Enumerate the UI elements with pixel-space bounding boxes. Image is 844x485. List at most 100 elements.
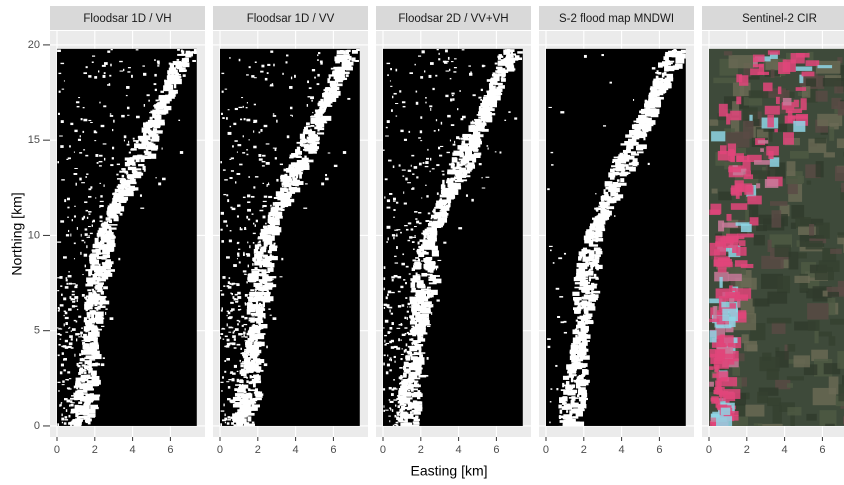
flood-speck bbox=[78, 139, 81, 141]
flood-speck bbox=[276, 120, 277, 123]
flood-patch bbox=[645, 101, 651, 103]
flood-speck bbox=[451, 172, 454, 175]
flood-patch bbox=[263, 226, 267, 229]
flood-speck bbox=[110, 207, 114, 208]
flood-speck bbox=[383, 410, 385, 412]
flood-speck bbox=[230, 417, 234, 419]
flood-speck bbox=[169, 77, 171, 78]
flood-speck bbox=[243, 135, 244, 137]
flood-patch bbox=[618, 154, 621, 158]
flood-patch bbox=[452, 152, 460, 155]
flood-patch bbox=[103, 236, 110, 239]
flood-patch bbox=[633, 158, 638, 162]
flood-speck bbox=[403, 416, 405, 418]
flood-speck bbox=[411, 321, 412, 322]
flood-patch bbox=[579, 397, 586, 401]
flood-patch bbox=[158, 96, 160, 100]
flood-speck bbox=[253, 233, 256, 234]
flood-speck bbox=[78, 409, 79, 412]
flood-patch bbox=[506, 55, 511, 58]
flood-speck bbox=[273, 64, 274, 67]
flood-speck bbox=[384, 196, 385, 198]
flood-patch bbox=[617, 179, 620, 181]
flood-speck bbox=[231, 293, 233, 295]
flood-speck bbox=[342, 78, 344, 80]
flood-speck bbox=[481, 89, 483, 91]
flood-speck bbox=[256, 263, 258, 265]
image-patch bbox=[730, 111, 741, 121]
image-patch bbox=[767, 292, 787, 304]
flood-speck bbox=[127, 107, 129, 110]
flood-speck bbox=[84, 242, 85, 244]
flood-speck bbox=[147, 94, 150, 96]
flood-patch bbox=[235, 384, 239, 386]
flood-speck bbox=[438, 58, 440, 60]
y-tick-label: 20 bbox=[28, 39, 40, 51]
flood-speck bbox=[242, 333, 243, 335]
flood-speck bbox=[64, 323, 65, 326]
flood-speck bbox=[508, 111, 510, 113]
flood-patch bbox=[503, 50, 509, 54]
flood-speck bbox=[411, 165, 412, 167]
flood-patch bbox=[93, 337, 97, 342]
flood-patch bbox=[676, 51, 685, 53]
flood-speck bbox=[248, 330, 250, 333]
flood-speck bbox=[95, 313, 98, 315]
flood-speck bbox=[235, 108, 238, 110]
image-patch bbox=[802, 72, 815, 77]
flood-speck bbox=[243, 253, 245, 256]
flood-speck bbox=[251, 360, 253, 363]
flood-patch bbox=[327, 78, 330, 83]
image-patch bbox=[732, 243, 738, 253]
flood-speck bbox=[426, 220, 429, 222]
flood-speck bbox=[384, 266, 386, 269]
flood-speck bbox=[176, 79, 178, 80]
flood-speck bbox=[547, 338, 551, 340]
flood-speck bbox=[242, 418, 246, 419]
flood-speck bbox=[116, 174, 118, 176]
flood-speck bbox=[223, 220, 227, 222]
flood-speck bbox=[383, 327, 384, 328]
flood-speck bbox=[59, 136, 63, 137]
flood-patch bbox=[418, 308, 427, 312]
flood-patch bbox=[170, 85, 173, 90]
flood-speck bbox=[388, 160, 392, 162]
flood-patch bbox=[117, 197, 126, 199]
flood-speck bbox=[462, 116, 466, 119]
flood-speck bbox=[560, 111, 564, 113]
strip-label: Sentinel-2 CIR bbox=[742, 13, 817, 25]
flood-speck bbox=[110, 164, 113, 166]
flood-patch bbox=[589, 297, 596, 300]
flood-speck bbox=[65, 332, 68, 333]
flood-speck bbox=[394, 356, 396, 358]
image-patch bbox=[767, 115, 774, 128]
flood-speck bbox=[409, 315, 411, 318]
image-patch bbox=[719, 387, 725, 397]
flood-speck bbox=[87, 356, 90, 357]
facet: S-2 flood map MNDWI0246 bbox=[539, 6, 694, 456]
flood-patch bbox=[337, 55, 346, 59]
flood-speck bbox=[149, 112, 150, 113]
flood-speck bbox=[78, 97, 80, 98]
flood-patch bbox=[595, 278, 598, 280]
flood-patch bbox=[163, 89, 169, 91]
flood-patch bbox=[576, 325, 579, 329]
flood-speck bbox=[454, 67, 457, 68]
flood-patch bbox=[262, 287, 264, 292]
flood-speck bbox=[428, 277, 432, 279]
flood-patch bbox=[573, 355, 579, 358]
flood-speck bbox=[138, 144, 142, 145]
flood-speck bbox=[420, 130, 422, 133]
flood-speck bbox=[221, 410, 225, 411]
flood-speck bbox=[472, 121, 473, 124]
flood-speck bbox=[226, 381, 229, 382]
image-patch bbox=[765, 179, 778, 188]
flood-speck bbox=[264, 317, 266, 318]
flood-speck bbox=[71, 338, 73, 340]
flood-speck bbox=[255, 61, 257, 63]
image-patch bbox=[794, 276, 809, 283]
image-patch bbox=[731, 203, 747, 210]
flood-speck bbox=[71, 395, 74, 396]
image-patch bbox=[754, 235, 765, 245]
flood-speck bbox=[74, 168, 77, 169]
